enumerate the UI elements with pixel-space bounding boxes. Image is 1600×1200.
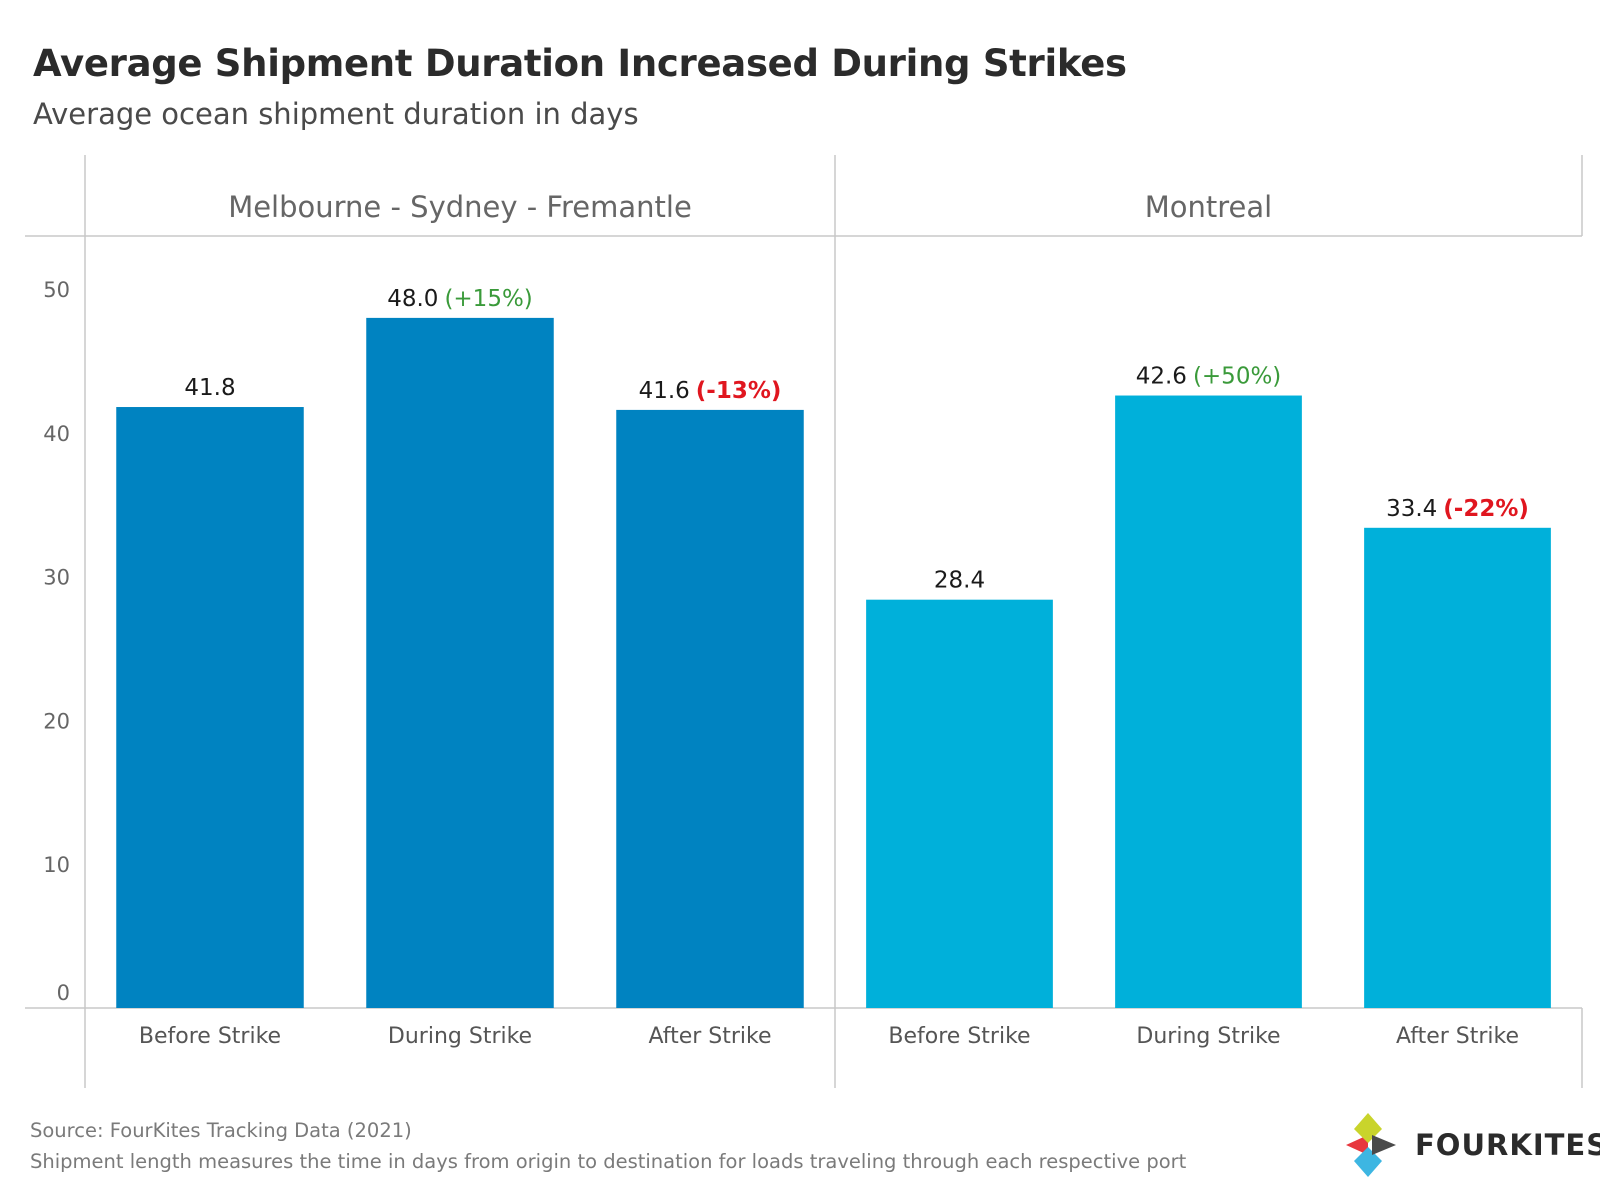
change-label: (-22%) xyxy=(1443,496,1529,522)
data-label: 48.0 (+15%) xyxy=(387,286,533,312)
x-tick-label: During Strike xyxy=(1136,1024,1280,1049)
x-tick-label: Before Strike xyxy=(888,1024,1030,1049)
panel-header: Montreal xyxy=(1145,190,1272,224)
x-tick-label: Before Strike xyxy=(139,1024,281,1049)
x-tick-label: After Strike xyxy=(648,1024,771,1049)
value-label: 48.0 xyxy=(387,286,438,312)
x-tick-label: During Strike xyxy=(388,1024,532,1049)
data-label: 28.4 xyxy=(934,568,985,594)
value-label: 42.6 xyxy=(1136,364,1187,390)
fourkites-logo xyxy=(1346,1113,1396,1177)
source-note: Source: FourKites Tracking Data (2021) xyxy=(30,1119,412,1142)
logo-text: FOURKITES xyxy=(1415,1128,1600,1162)
data-label: 33.4 (-22%) xyxy=(1386,496,1529,522)
chart-subtitle: Average ocean shipment duration in days xyxy=(33,97,639,131)
x-tick-label: After Strike xyxy=(1396,1024,1519,1049)
panel-header: Melbourne - Sydney - Fremantle xyxy=(228,190,692,224)
bar-chart: 0 10 20 30 40 50 Melbourne - Sydney - Fremantl… xyxy=(25,155,1583,1088)
y-tick-label: 0 xyxy=(57,981,70,1005)
data-label: 41.6 (-13%) xyxy=(639,378,782,404)
value-label: 41.8 xyxy=(184,375,235,401)
data-label: 42.6 (+50%) xyxy=(1136,364,1282,390)
bar xyxy=(1115,395,1302,1008)
value-label: 33.4 xyxy=(1386,496,1437,522)
y-tick-label: 50 xyxy=(43,278,70,302)
bar xyxy=(366,317,554,1008)
change-label: (+50%) xyxy=(1193,364,1281,390)
y-tick-label: 20 xyxy=(43,709,70,733)
footnote: Shipment length measures the time in day… xyxy=(30,1150,1187,1173)
change-label: (+15%) xyxy=(444,286,532,312)
value-label: 28.4 xyxy=(934,568,985,594)
bar xyxy=(866,599,1053,1008)
change-label: (-13%) xyxy=(696,378,782,404)
data-label: 41.8 xyxy=(184,375,235,401)
y-tick-label: 40 xyxy=(43,422,70,446)
y-tick-label: 10 xyxy=(43,853,70,877)
chart-title: Average Shipment Duration Increased Duri… xyxy=(33,42,1127,85)
bar xyxy=(1364,527,1551,1008)
value-label: 41.6 xyxy=(639,378,690,404)
bar xyxy=(616,409,804,1009)
y-tick-label: 30 xyxy=(43,566,70,590)
bar xyxy=(116,407,304,1008)
